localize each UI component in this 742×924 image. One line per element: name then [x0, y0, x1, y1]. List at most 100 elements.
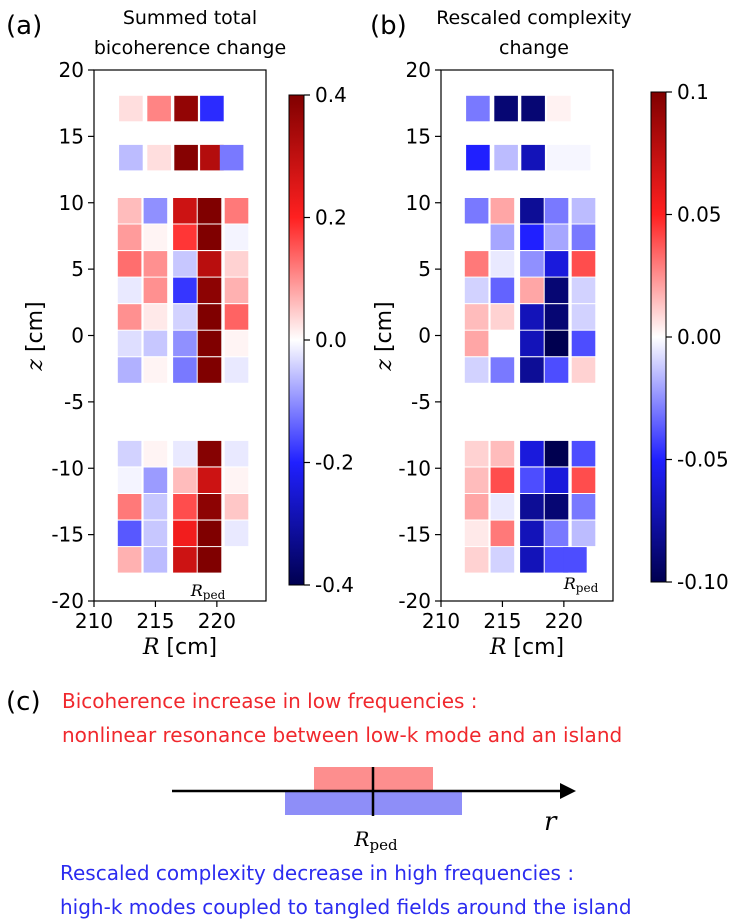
- heatmap-cell: [464, 251, 489, 277]
- heatmap-cell: [117, 547, 142, 573]
- heatmap-cell: [544, 224, 569, 250]
- heatmap-cell: [490, 494, 515, 520]
- heatmap-cell: [490, 440, 515, 467]
- heatmap-cell: [119, 95, 143, 122]
- heatmap-cell: [224, 304, 249, 330]
- colorbar-tick-label: 0.05: [677, 203, 722, 227]
- heatmap-cell: [520, 520, 544, 547]
- heatmap-cell: [173, 440, 197, 467]
- heatmap-cell: [224, 520, 249, 547]
- heatmap-cell: [571, 494, 596, 520]
- panel-b-ylabel: z [cm]: [372, 301, 397, 371]
- heatmap-cell: [197, 224, 222, 250]
- blue-text-line1: Rescaled complexity decrease in high fre…: [60, 861, 574, 885]
- heatmap-cell: [197, 467, 222, 493]
- heatmap-cell: [224, 494, 249, 520]
- panel-b-colorbar-gradient: [650, 91, 667, 583]
- heatmap-cell: [143, 224, 168, 250]
- panel-b-cells: [464, 95, 596, 573]
- heatmap-cell: [197, 357, 222, 383]
- heatmap-cell: [563, 547, 587, 573]
- panel-b-title-line1: Rescaled complexity: [436, 7, 632, 29]
- heatmap-cell: [173, 198, 197, 224]
- diagram-rped-label: Rped: [353, 827, 398, 854]
- heatmap-cell: [544, 494, 569, 520]
- panel-b-colorbar: 0.1 0.05 0.00 -0.05 -0.10: [650, 80, 729, 594]
- red-text-line2: nonlinear resonance between low-k mode a…: [62, 723, 622, 747]
- heatmap-cell: [571, 520, 596, 547]
- heatmap-cell: [490, 547, 515, 573]
- heatmap-cell: [173, 251, 197, 277]
- panel-a-ticks: 210 215 220 20 15 10 5 0 -5 -10 -15 -20: [51, 58, 236, 633]
- heatmap-cell: [117, 277, 142, 304]
- heatmap-cell: [520, 224, 544, 250]
- heatmap-cell: [173, 304, 197, 330]
- heatmap-cell: [464, 547, 489, 573]
- y-tick-label: 0: [71, 324, 84, 348]
- y-tick-label: 20: [59, 58, 84, 82]
- heatmap-cell: [520, 198, 544, 224]
- heatmap-cell: [547, 144, 571, 171]
- panel-a-label: (a): [6, 11, 42, 41]
- y-tick-label: -10: [51, 456, 84, 480]
- colorbar-tick-label: -0.05: [677, 448, 729, 472]
- heatmap-cell: [197, 547, 222, 573]
- heatmap-cell: [520, 467, 544, 493]
- heatmap-cell: [544, 440, 569, 467]
- y-tick-label: 20: [406, 58, 431, 82]
- y-tick-label: -10: [398, 456, 431, 480]
- heatmap-cell: [544, 330, 569, 357]
- heatmap-cell: [544, 520, 569, 547]
- y-tick-label: 5: [418, 257, 431, 281]
- heatmap-cell: [466, 144, 490, 171]
- heatmap-cell: [197, 494, 222, 520]
- heatmap-cell: [520, 304, 544, 330]
- x-tick-label: 210: [422, 609, 460, 633]
- heatmap-cell: [224, 277, 249, 304]
- heatmap-cell: [464, 357, 489, 383]
- heatmap-cell: [490, 198, 515, 224]
- heatmap-cell: [224, 224, 249, 250]
- heatmap-cell: [494, 144, 518, 171]
- colorbar-tick-label: 0.4: [315, 83, 347, 107]
- heatmap-cell: [117, 467, 142, 493]
- heatmap-cell: [464, 198, 489, 224]
- heatmap-cell: [520, 357, 544, 383]
- heatmap-cell: [520, 330, 544, 357]
- red-text-line1: Bicoherence increase in low frequencies …: [62, 689, 478, 713]
- heatmap-cell: [566, 144, 591, 171]
- x-tick-label: 210: [75, 609, 113, 633]
- heatmap-cell: [219, 144, 244, 171]
- heatmap-cell: [464, 467, 489, 493]
- y-tick-label: -20: [398, 589, 431, 613]
- heatmap-cell: [494, 95, 518, 122]
- heatmap-cell: [490, 224, 515, 250]
- heatmap-cell: [571, 440, 596, 467]
- colorbar-tick-label: -0.10: [677, 570, 729, 594]
- heatmap-cell: [521, 95, 545, 122]
- panel-b-label: (b): [370, 11, 407, 41]
- heatmap-cell: [571, 467, 596, 493]
- heatmap-cell: [520, 440, 544, 467]
- heatmap-cell: [143, 330, 168, 357]
- panel-c-label: (c): [6, 687, 41, 717]
- panel-a-colorbar-gradient: [288, 94, 305, 586]
- heatmap-cell: [197, 277, 222, 304]
- heatmap-cell: [117, 224, 142, 250]
- heatmap-cell: [197, 198, 222, 224]
- heatmap-cell: [143, 494, 168, 520]
- y-tick-label: 5: [71, 257, 84, 281]
- panel-b-title-line2: change: [499, 37, 569, 59]
- heatmap-cell: [200, 144, 224, 171]
- panel-a-heatmap: 210 215 220 20 15 10 5 0 -5 -10 -15 -20 Rped R [cm]…: [23, 58, 267, 660]
- colorbar-tick-label: 0.00: [677, 325, 722, 349]
- blue-text-line2: high-k modes coupled to tangled fields a…: [60, 895, 632, 919]
- y-tick-label: -5: [64, 390, 84, 414]
- heatmap-cell: [174, 95, 198, 122]
- radial-axis-label: r: [544, 807, 558, 837]
- radial-axis-arrowhead: [560, 783, 576, 799]
- y-tick-label: 15: [59, 124, 84, 148]
- heatmap-cell: [143, 198, 168, 224]
- colorbar-tick-label: 0.2: [315, 206, 347, 230]
- heatmap-cell: [464, 520, 489, 547]
